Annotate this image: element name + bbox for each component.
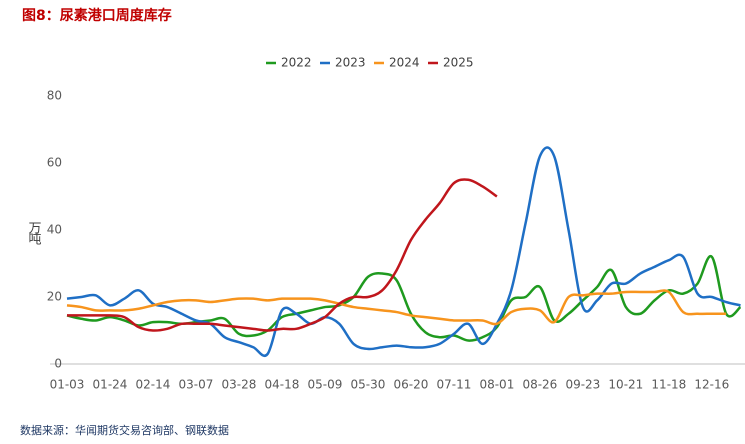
x-tick-label: 06-20 (393, 378, 428, 392)
y-tick-label: 40 (47, 223, 62, 237)
x-tick-label: 01-24 (93, 378, 128, 392)
x-tick-label: 05-30 (350, 378, 385, 392)
x-tick-label: 03-07 (179, 378, 214, 392)
x-tick-label: 08-01 (479, 378, 514, 392)
source-note: 数据来源：华闻期货交易咨询部、钢联数据 (20, 423, 229, 437)
x-tick-label: 03-28 (222, 378, 257, 392)
line-series (66, 178, 498, 332)
x-tick-label: 11-18 (651, 378, 686, 392)
x-tick-label: 01-03 (50, 378, 85, 392)
x-tick-label: 05-09 (308, 378, 343, 392)
legend-label: 2025 (443, 56, 474, 70)
legend-label: 2022 (281, 56, 312, 70)
y-tick-label: 20 (47, 290, 62, 304)
legend-label: 2023 (335, 56, 366, 70)
x-tick-label: 07-11 (436, 378, 471, 392)
x-tick-label: 09-23 (565, 378, 600, 392)
y-tick-label: 80 (47, 89, 62, 103)
x-tick-label: 02-14 (136, 378, 171, 392)
legend-label: 2024 (389, 56, 420, 70)
y-tick-label: 60 (47, 156, 62, 170)
y-axis-label: 万吨 (26, 221, 42, 245)
line-series (66, 146, 741, 358)
x-tick-label: 04-18 (265, 378, 300, 392)
y-tick-label: 0 (54, 357, 62, 371)
x-tick-label: 12-16 (694, 378, 729, 392)
chart-title: 图8：尿素港口周度库存 (22, 7, 172, 24)
x-tick-label: 08-26 (522, 378, 557, 392)
line-series (66, 289, 727, 326)
x-tick-label: 10-21 (608, 378, 643, 392)
